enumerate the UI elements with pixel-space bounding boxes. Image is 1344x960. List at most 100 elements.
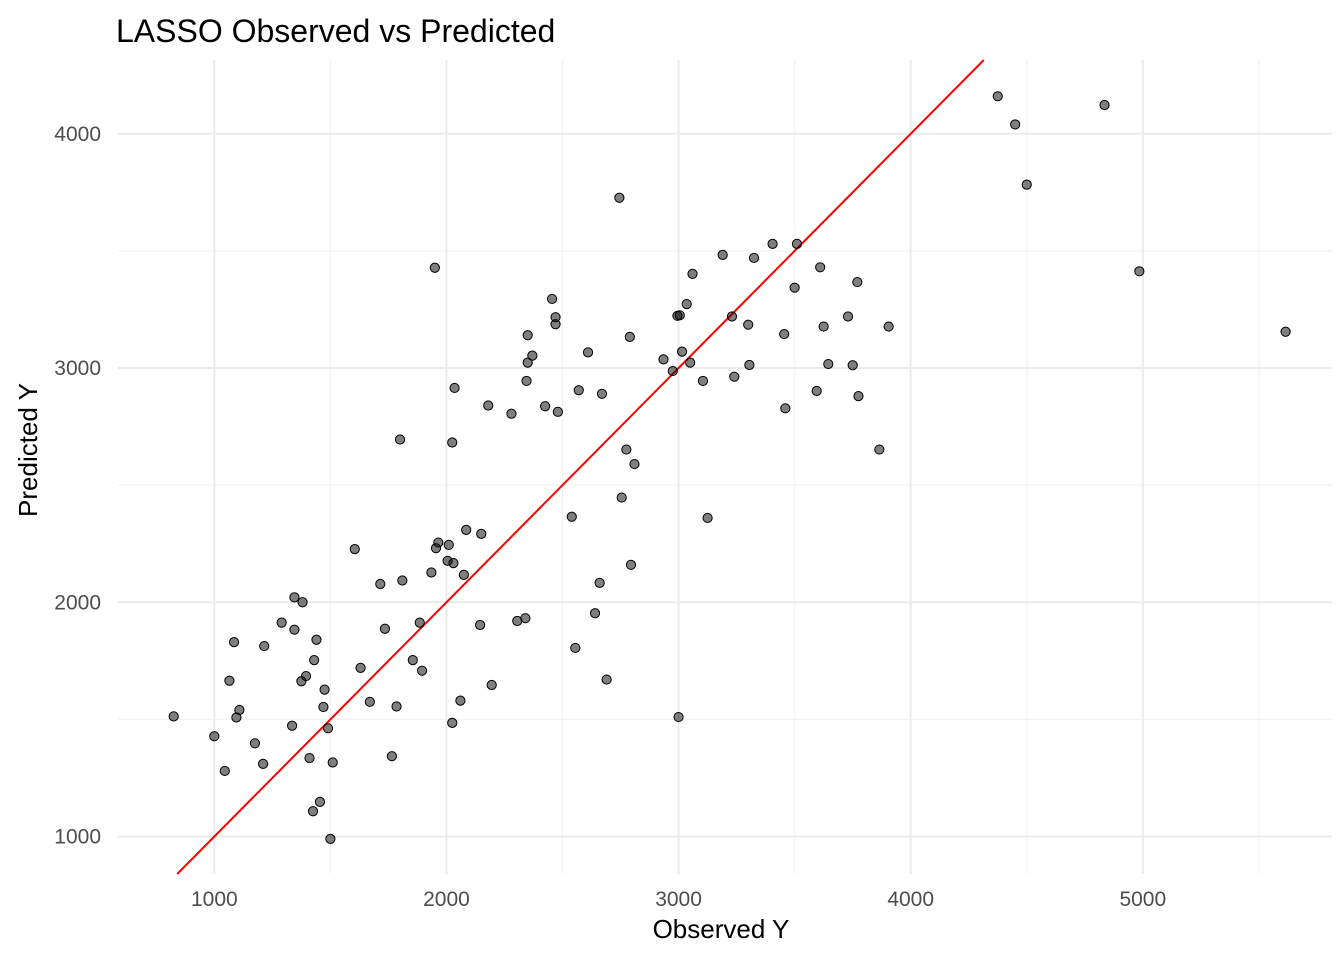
data-point [780,403,791,414]
data-point [702,512,713,524]
y-tick-label: 1000 [54,826,101,849]
data-point [476,528,487,539]
data-point [1280,326,1291,337]
y-axis-ticks: 1000 2000 3000 4000 [54,123,101,849]
y-tick-label: 4000 [54,123,101,146]
data-point [228,636,240,648]
y-axis-title: Predicted Y [13,383,43,517]
data-point [573,385,584,396]
data-point [546,293,558,305]
data-point [847,360,858,371]
data-point [779,328,790,340]
data-point [276,617,287,628]
data-point [443,539,454,550]
data-point [667,365,678,377]
data-point [429,262,440,273]
data-point [540,401,551,412]
data-point [570,642,581,654]
data-point [767,238,778,249]
data-point [874,444,885,455]
x-axis-ticks: 1000 2000 3000 4000 5000 [191,888,1166,911]
data-point [883,321,894,332]
data-point [506,408,517,419]
data-point [552,406,563,417]
data-point [448,558,459,569]
data-point [375,578,386,590]
x-tick-label: 4000 [887,888,934,911]
data-point [823,358,834,370]
reference-line [176,59,985,875]
data-point [685,357,696,368]
data-point [852,276,863,288]
data-point [594,577,605,588]
data-point [318,701,329,713]
data-point [249,738,261,749]
data-point [815,262,826,273]
data-point [458,569,469,580]
data-point [1134,266,1145,277]
data-point [289,592,300,603]
y-tick-label: 3000 [54,357,101,380]
data-point [297,597,308,608]
data-point [397,575,408,586]
data-point [596,388,608,399]
data-point [416,665,428,676]
data-point [522,357,533,368]
data-point [729,371,740,382]
data-point [311,634,322,645]
data-point [407,655,418,666]
data-point [307,806,319,817]
data-point [309,655,320,666]
data-point [811,385,822,397]
x-tick-label: 2000 [423,888,470,911]
data-point [621,444,632,455]
data-point [601,674,612,685]
x-tick-label: 1000 [191,888,238,911]
data-point [687,268,698,279]
data-point [355,662,366,673]
data-point [789,282,800,293]
data-point [259,640,270,652]
x-axis-title: Observed Y [653,914,790,944]
data-point [717,249,728,260]
data-point [433,537,444,548]
points-layer [168,91,1291,844]
data-point [673,711,684,723]
data-point [234,704,245,716]
data-point [629,458,640,470]
data-point [614,192,625,203]
data-point [314,796,326,807]
data-point [1099,99,1110,111]
data-point [658,354,669,365]
data-point [426,567,437,578]
data-point [520,613,531,624]
chart-title: LASSO Observed vs Predicted [116,13,555,49]
data-point [726,311,738,322]
data-point [286,720,298,731]
data-point [697,375,709,387]
data-point [327,757,338,768]
data-point [566,511,577,522]
data-point [219,765,230,777]
data-point [257,758,269,770]
data-point [842,311,854,322]
data-point [364,696,375,707]
data-point [224,675,235,686]
data-point [168,711,179,722]
x-tick-label: 3000 [655,888,702,911]
grid [118,60,1332,874]
data-point [853,391,864,402]
data-point [743,319,754,330]
data-point [386,751,398,762]
data-point [818,321,829,332]
data-point [616,492,627,503]
data-point [791,238,803,249]
data-point [550,319,561,330]
data-point [304,752,315,764]
data-point [394,434,406,445]
data-point [455,695,466,706]
data-point [582,347,594,358]
data-point [447,717,458,729]
data-point [589,608,601,619]
